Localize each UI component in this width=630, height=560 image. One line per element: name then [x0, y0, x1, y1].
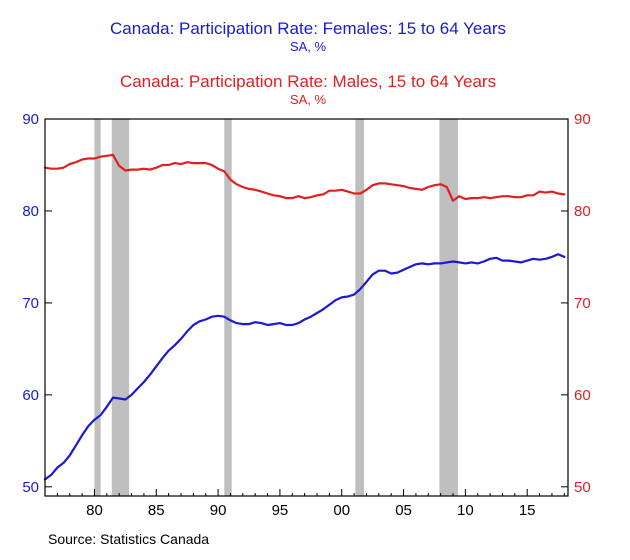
right-tick-label: 50	[574, 479, 591, 496]
left-tick-label: 80	[22, 203, 39, 220]
recession-band	[111, 119, 130, 496]
left-tick-label: 70	[22, 295, 39, 312]
right-y-axis: 50 60 70 80 90	[561, 111, 591, 496]
x-tick-label: 15	[519, 502, 536, 519]
x-tick-label: 00	[333, 502, 350, 519]
right-tick-label: 90	[574, 111, 591, 128]
series-line-right	[43, 153, 566, 202]
x-tick-label: 10	[457, 502, 474, 519]
x-tick-label: 95	[272, 502, 289, 519]
left-y-axis: 50 60 70 80 90	[22, 111, 52, 496]
recession-bands	[94, 119, 458, 496]
right-tick-label: 60	[574, 387, 591, 404]
x-axis: 80 85 90 95 00 05 10 15	[44, 489, 565, 519]
recession-band	[355, 119, 364, 496]
chart-title-males: Canada: Participation Rate: Males, 15 to…	[120, 72, 496, 91]
plot-frame	[44, 118, 569, 497]
left-tick-label: 50	[22, 479, 39, 496]
x-tick-label: 90	[210, 502, 227, 519]
series-layer	[43, 153, 566, 481]
recession-band	[224, 119, 232, 496]
left-tick-label: 90	[22, 111, 39, 128]
source-note: Source: Statistics Canada	[48, 531, 209, 547]
chart-subtitle-males: SA, %	[290, 92, 327, 107]
left-tick-label: 60	[22, 387, 39, 404]
chart-subtitle-females: SA, %	[290, 39, 327, 54]
x-tick-label: 80	[86, 502, 103, 519]
right-tick-label: 80	[574, 203, 591, 220]
chart-title-females: Canada: Participation Rate: Females: 15 …	[110, 19, 506, 38]
recession-band	[94, 119, 101, 496]
x-tick-label: 85	[148, 502, 165, 519]
right-tick-label: 70	[574, 295, 591, 312]
x-tick-label: 05	[395, 502, 412, 519]
recession-band	[439, 119, 458, 496]
series-line-left	[43, 253, 566, 481]
